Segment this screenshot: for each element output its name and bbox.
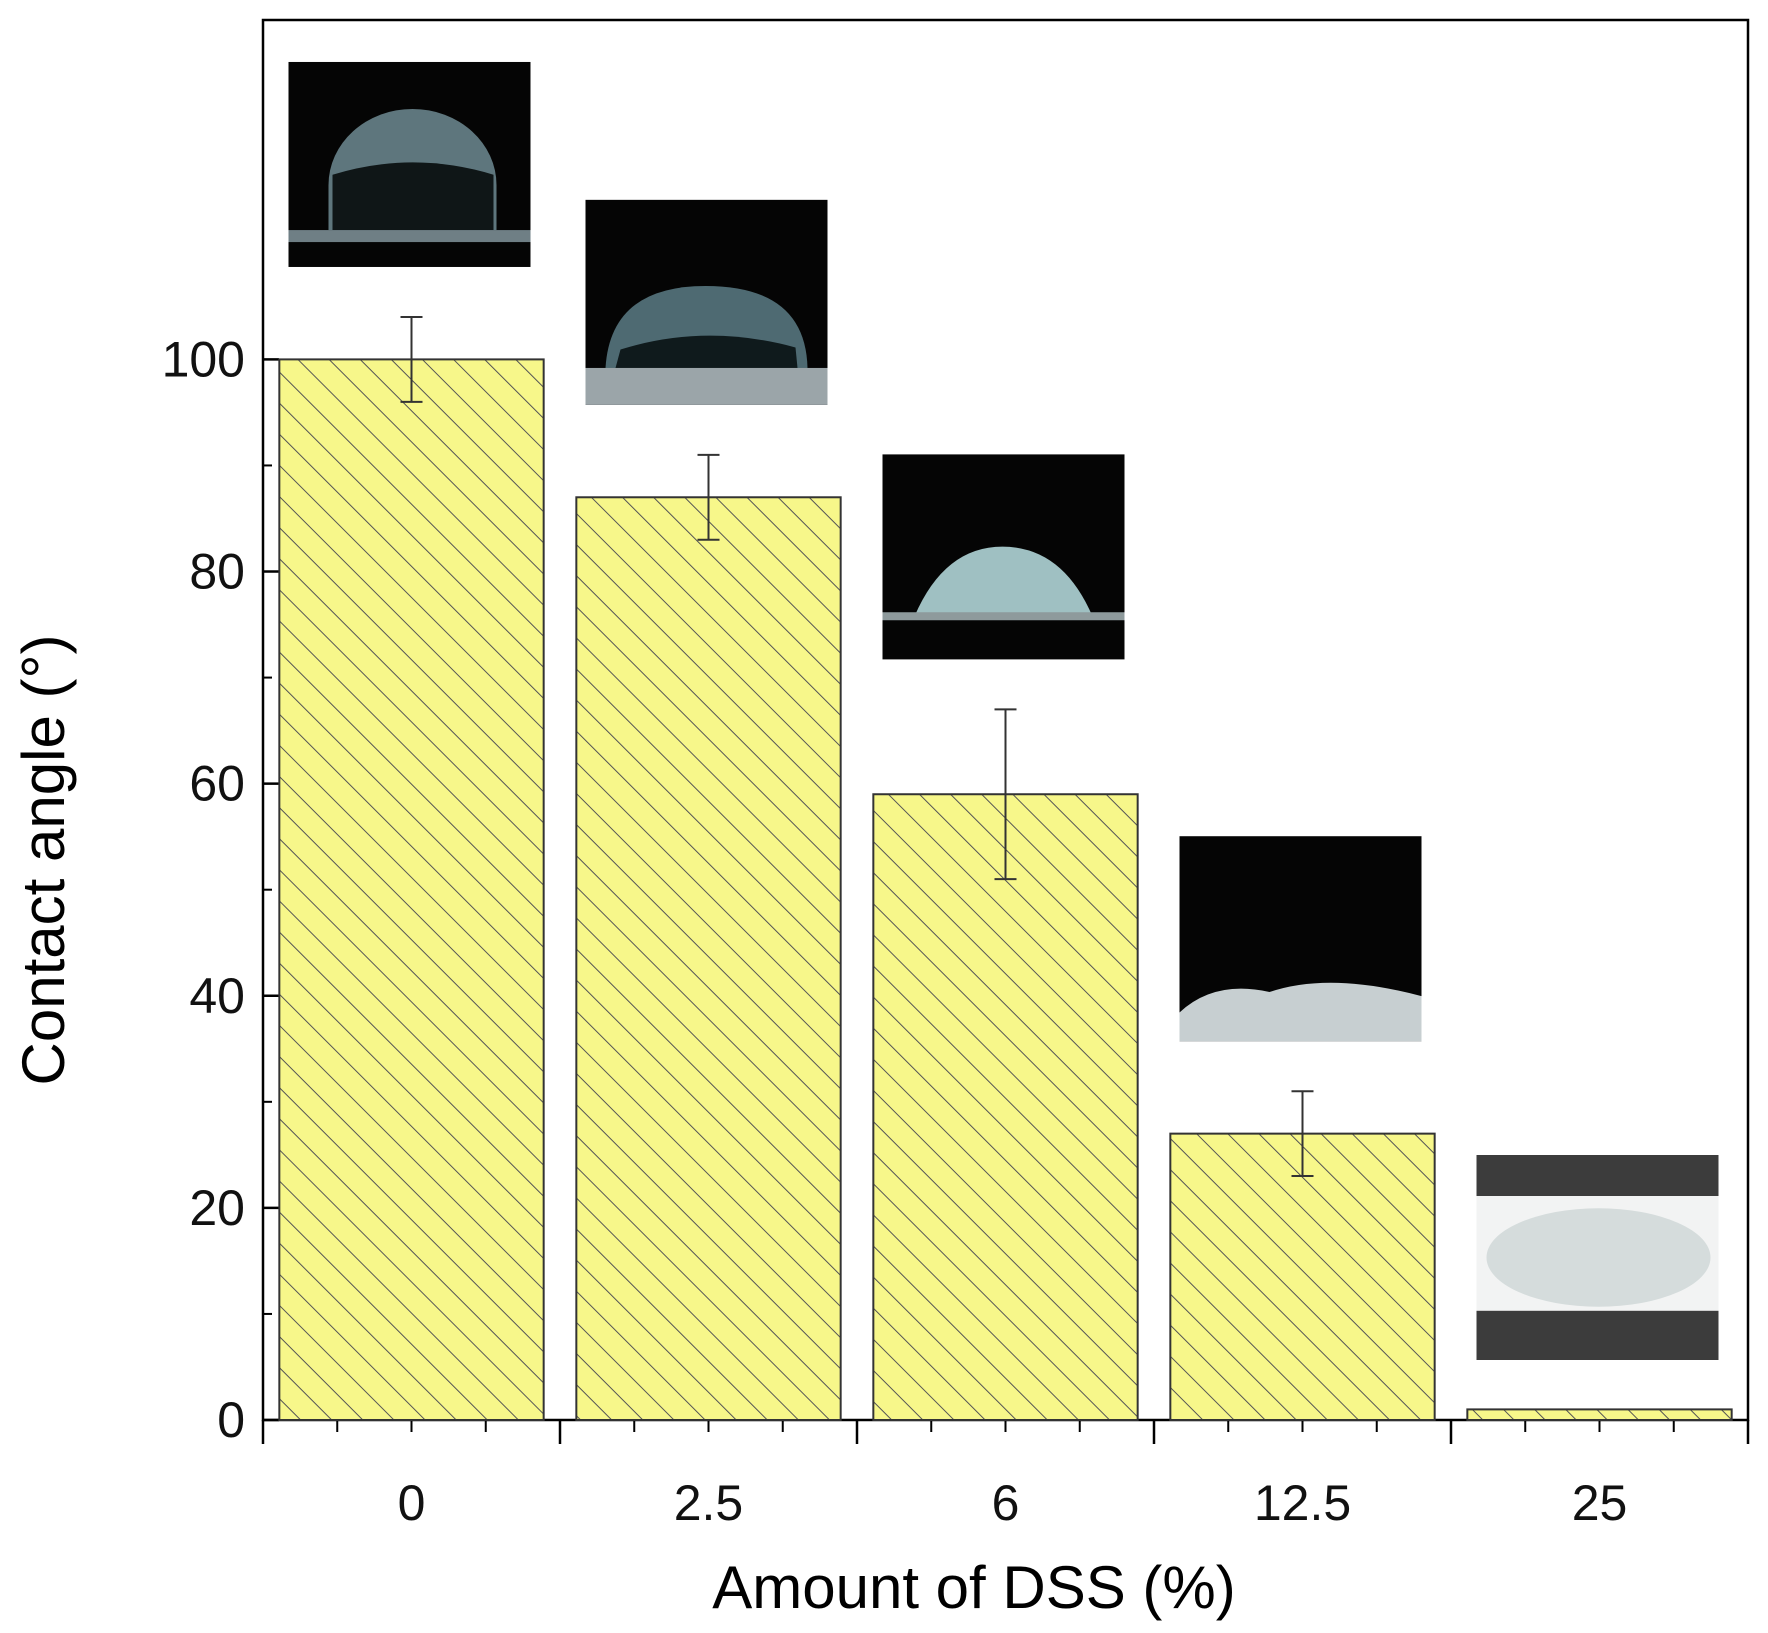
droplet-photo: [585, 199, 828, 405]
droplet-photo: [1179, 836, 1422, 1042]
x-axis-title: Amount of DSS (%): [712, 1554, 1236, 1621]
error-bar: [697, 453, 720, 541]
y-tick-label: 60: [189, 756, 245, 812]
x-tick-label: 0: [398, 1475, 426, 1531]
droplet-insets: [288, 61, 1719, 1360]
error-bar: [1291, 1090, 1314, 1178]
droplet-photo: [882, 454, 1125, 660]
y-tick-label: 100: [162, 331, 245, 387]
error-bars: [400, 315, 1314, 1178]
bar: [872, 793, 1139, 1421]
bar: [1169, 1132, 1436, 1421]
y-tick-label: 80: [189, 544, 245, 600]
x-tick-label: 6: [992, 1475, 1020, 1531]
droplet-photo: [288, 61, 531, 267]
bar: [278, 358, 545, 1422]
x-axis-ticks: 0 2.5 6 12.5 25: [261, 1420, 1750, 1531]
y-tick-label: 0: [217, 1392, 245, 1448]
x-tick-label: 25: [1572, 1475, 1628, 1531]
y-axis-title: Contact angle (°): [10, 635, 77, 1086]
error-bar: [994, 708, 1017, 881]
droplet-photo: [1476, 1155, 1719, 1360]
y-axis-ticks: 0 20 40 60 80 100: [162, 331, 279, 1448]
y-tick-label: 40: [189, 968, 245, 1024]
error-bar: [400, 315, 423, 403]
y-tick-label: 20: [189, 1180, 245, 1236]
bar: [575, 496, 842, 1422]
bar: [1466, 1408, 1733, 1421]
x-tick-label: 12.5: [1254, 1475, 1351, 1531]
bar-series: [278, 358, 1733, 1422]
x-tick-label: 2.5: [674, 1475, 744, 1531]
